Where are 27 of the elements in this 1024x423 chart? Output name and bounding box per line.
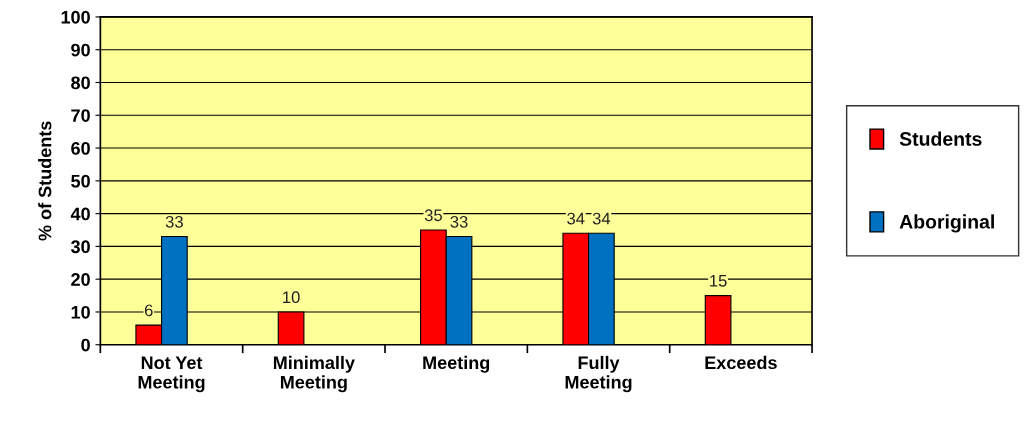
y-tick-label: 30	[70, 240, 90, 254]
legend-label: Aboriginal	[899, 214, 994, 233]
y-tick-label: 0	[81, 338, 90, 352]
data-label: 34	[567, 212, 585, 225]
y-tick-label: 100	[61, 10, 90, 24]
x-tick-label: Not Yet Meeting	[138, 356, 205, 393]
x-tick-label: Minimally Meeting	[273, 355, 355, 393]
data-label: 33	[165, 215, 183, 228]
y-tick-label: 10	[71, 305, 90, 319]
y-tick-label: 20	[71, 273, 90, 286]
data-label: 33	[450, 215, 468, 228]
data-label: 35	[424, 209, 442, 222]
x-tick-label: Exceeds	[705, 355, 777, 370]
y-tick-label: 70	[71, 109, 90, 122]
x-tick-label: Fully Meeting	[565, 355, 632, 393]
y-tick-label: 60	[71, 141, 90, 155]
y-tick-label: 40	[70, 207, 90, 221]
data-label: 34	[592, 212, 611, 225]
y-tick-label: 90	[71, 43, 90, 57]
x-tick-label: Meeting	[423, 355, 490, 373]
y-axis-title: % of Students	[38, 121, 52, 241]
y-tick-label: 80	[71, 76, 90, 90]
data-label: 6	[144, 304, 153, 317]
data-label: 10	[283, 291, 300, 304]
y-tick-label: 50	[71, 174, 90, 188]
legend-label: Students	[899, 131, 982, 146]
data-label: 15	[710, 275, 727, 287]
